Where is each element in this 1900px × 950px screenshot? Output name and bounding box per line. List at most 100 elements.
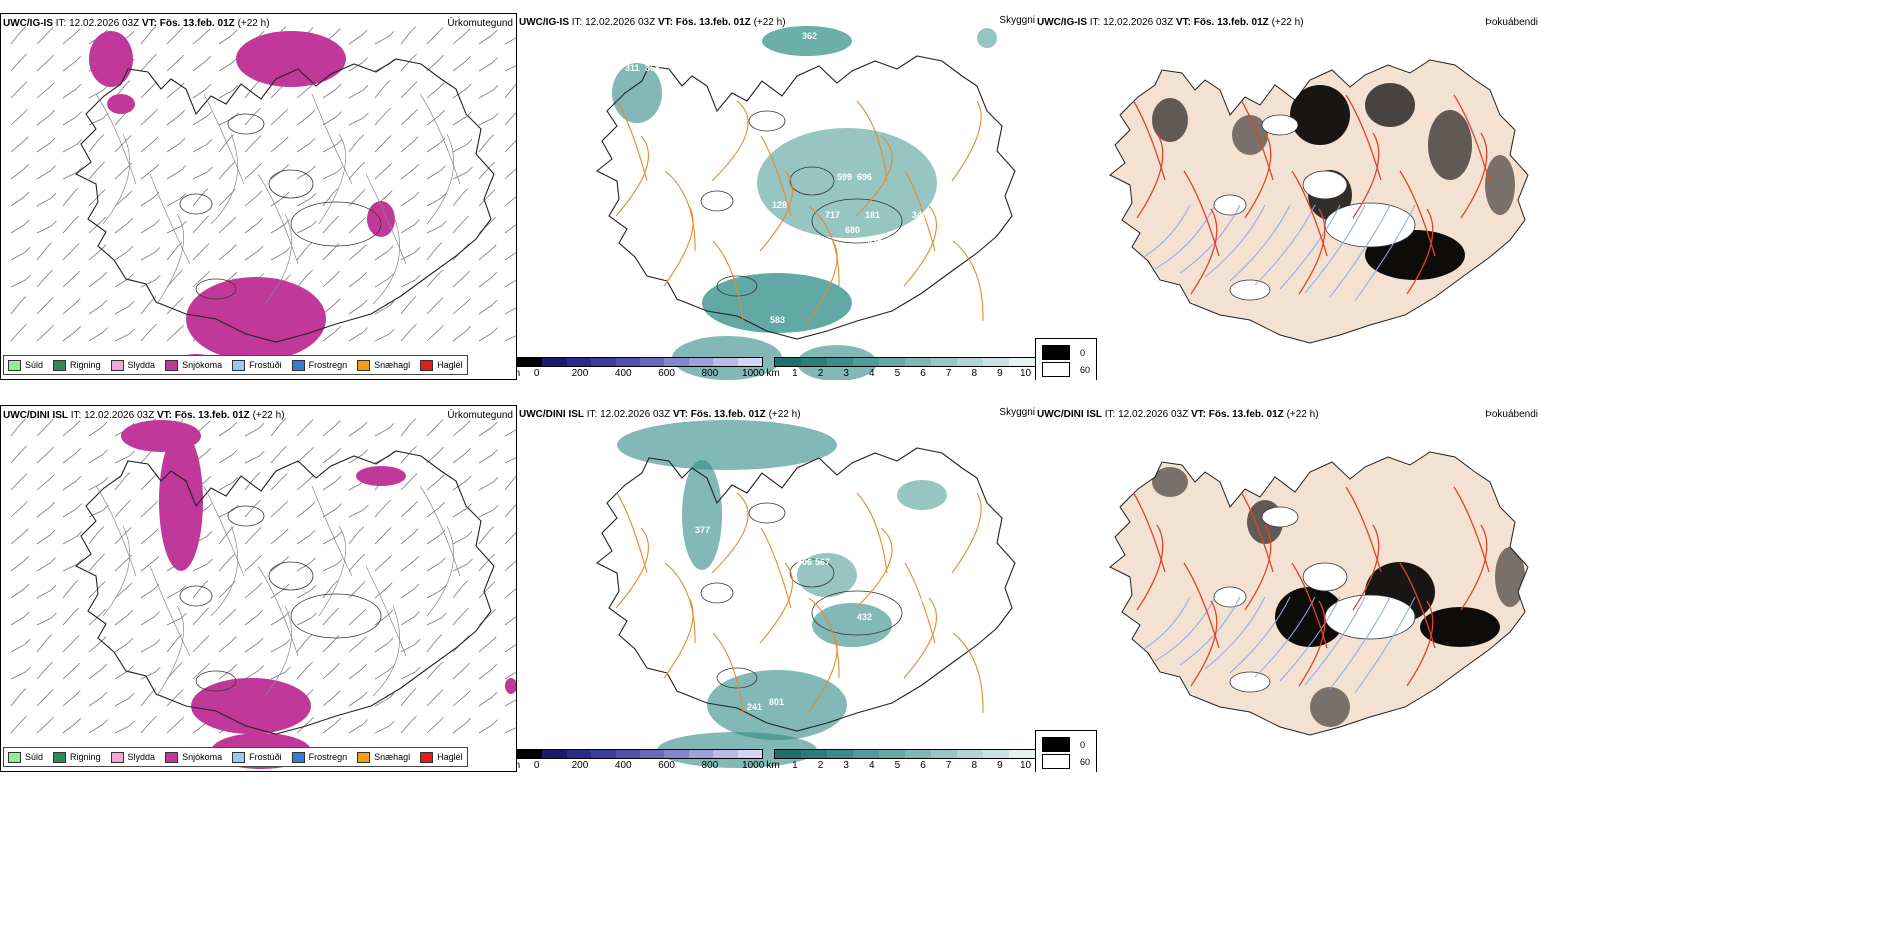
glacier xyxy=(1261,506,1299,528)
legend-item: Snjókoma xyxy=(165,359,222,371)
road xyxy=(365,173,407,265)
legend-swatch xyxy=(357,751,371,763)
colorbar-unit: km xyxy=(766,760,780,771)
glacier-outline xyxy=(227,505,265,527)
colorbar-scale xyxy=(774,357,1035,367)
colorbar-tick: 8 xyxy=(971,368,978,379)
colorbar-tick: 10 xyxy=(1019,368,1032,379)
glacier-outline xyxy=(268,561,314,591)
legend-label: Frostregn xyxy=(308,360,348,370)
ceiling-label: 696 xyxy=(857,172,872,182)
road xyxy=(264,605,292,697)
ceiling-label: 717 xyxy=(825,210,840,220)
legend-label: Haglél xyxy=(437,360,463,370)
river xyxy=(1154,204,1216,270)
colorbar-step xyxy=(1009,358,1035,366)
road xyxy=(760,135,792,217)
legend-label: Snjókoma xyxy=(182,752,223,762)
colorbar-tick: 5 xyxy=(894,368,901,379)
colorbar-scale xyxy=(517,749,763,759)
glacier-outlines xyxy=(179,505,382,692)
legend-item: Slydda xyxy=(110,359,156,371)
snow-area xyxy=(159,431,203,571)
legend-item: Frostregn xyxy=(291,751,347,763)
field-name: Þokuábendi xyxy=(1485,17,1538,28)
colorbar-tick: 400 xyxy=(614,760,632,771)
roads xyxy=(615,492,984,714)
legend-swatch xyxy=(165,751,179,763)
legend-label: Frostúði xyxy=(249,752,282,762)
glacier xyxy=(1302,170,1348,200)
snow-area xyxy=(89,31,133,87)
colorbar-ticks: 0 200 400 600 800 1000 m xyxy=(517,367,764,379)
road xyxy=(808,205,840,287)
glacier-outline xyxy=(290,593,382,639)
river xyxy=(1279,596,1341,682)
glacier-outline xyxy=(179,585,213,607)
road xyxy=(1244,524,1272,611)
colorbar-step xyxy=(905,750,931,758)
ceiling-label: 429 xyxy=(882,77,897,87)
road xyxy=(616,100,648,182)
colorbar-tick: 0 xyxy=(533,760,540,771)
legend-swatch xyxy=(8,751,21,763)
legend-item: Frostúði xyxy=(232,359,282,371)
road xyxy=(663,205,694,287)
road xyxy=(1352,132,1380,219)
road xyxy=(264,213,292,305)
colorbar-tick: 1 xyxy=(792,368,798,379)
fog-index-map xyxy=(1109,451,1529,736)
fog-index-area xyxy=(1310,687,1350,727)
low-visibility-areas xyxy=(617,420,947,768)
legend-swatch xyxy=(357,359,371,371)
road xyxy=(311,93,353,185)
colorbar-step xyxy=(931,358,957,366)
colorbar-step xyxy=(957,750,983,758)
river xyxy=(1229,596,1291,674)
glacier-outline xyxy=(789,166,835,196)
road xyxy=(1399,170,1436,257)
legend-swatch xyxy=(110,359,124,371)
fog-index-area xyxy=(1275,587,1345,647)
fog-index-area xyxy=(1485,155,1515,215)
road xyxy=(1183,170,1220,257)
colorbar-step xyxy=(542,750,567,758)
colorbar-step xyxy=(591,358,616,366)
river xyxy=(1354,204,1416,302)
glacier-outline xyxy=(290,201,382,247)
colorbar-tick: 2 xyxy=(817,760,824,771)
visibility-area xyxy=(762,26,852,56)
colorbar-step xyxy=(518,750,543,758)
road xyxy=(615,135,649,217)
panel-title: UWC/IG-IS IT: 12.02.2026 03Z VT: Fös. 13… xyxy=(1037,17,1304,28)
road xyxy=(712,632,744,714)
road xyxy=(318,525,346,617)
dew-panel-bottom: UWC/DINI ISL IT: 12.02.2026 03Z VT: Fös.… xyxy=(1035,405,1540,772)
road xyxy=(1190,600,1218,687)
river xyxy=(1329,204,1391,298)
road xyxy=(156,213,184,305)
road xyxy=(855,135,893,217)
glacier-outline xyxy=(716,275,758,297)
wind-barbs xyxy=(10,418,516,734)
legend-label: Slydda xyxy=(127,360,156,370)
ceiling-label: 241 xyxy=(747,702,762,712)
legend-item: Súld xyxy=(8,751,43,763)
colorbar-step xyxy=(713,750,738,758)
road xyxy=(760,527,792,609)
colorbar-tick: 600 xyxy=(658,760,675,771)
snow-area xyxy=(505,678,516,694)
glacier-outlines xyxy=(700,110,903,297)
river xyxy=(1304,596,1366,686)
snow-area xyxy=(367,201,395,237)
snow-area xyxy=(107,94,135,114)
fog-index-areas xyxy=(1152,467,1525,727)
legend-swatch xyxy=(420,751,434,763)
road xyxy=(1136,524,1164,611)
legend-item: Snjókoma xyxy=(165,751,223,763)
colorbar-tick: 4 xyxy=(869,368,875,379)
road xyxy=(711,492,749,574)
colorbar-step xyxy=(640,358,665,366)
road xyxy=(903,597,937,679)
